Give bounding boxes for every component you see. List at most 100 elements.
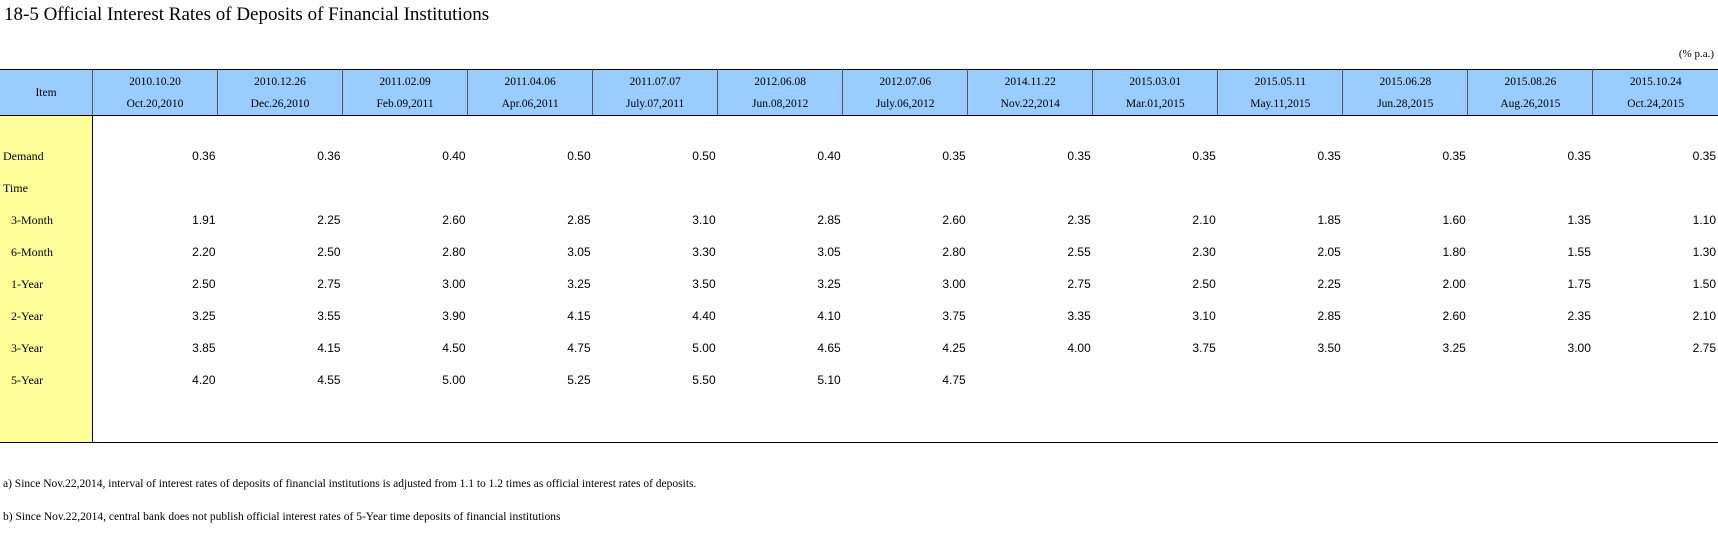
- column-date: Jun.28,2015: [1377, 97, 1434, 110]
- table-cell: 2.55: [1067, 245, 1091, 259]
- table-cell: 5.25: [567, 373, 591, 387]
- table-cell: 5.00: [692, 341, 716, 355]
- table-row: Demand 0.36 0.36 0.40 0.50 0.50 0.40 0.35 0.35 0.…: [0, 140, 1718, 172]
- table-cell: 2.75: [1067, 277, 1091, 291]
- table-cell: 2.05: [1317, 245, 1341, 259]
- unit-label: (% p.a.): [1678, 48, 1714, 60]
- table-cell: 4.15: [567, 309, 591, 323]
- table-cell: 2.20: [192, 245, 216, 259]
- spacer-row: [0, 396, 1718, 443]
- table-cell: 0.35: [1692, 149, 1716, 163]
- table-cell: 4.50: [442, 341, 466, 355]
- table-cell: 2.60: [1442, 309, 1466, 323]
- table-cell: 3.05: [817, 245, 841, 259]
- table-cell: [718, 172, 843, 204]
- table-cell: 3.55: [317, 309, 341, 323]
- table-cell: 1.35: [1567, 213, 1591, 227]
- table-cell: 3.10: [1192, 309, 1216, 323]
- table-cell: 5.10: [817, 373, 841, 387]
- row-label: 5-Year: [0, 364, 93, 396]
- table-cell: 5.50: [692, 373, 716, 387]
- table-cell: 2.00: [1442, 277, 1466, 291]
- table-cell: [1343, 364, 1468, 396]
- table-cell: 1.55: [1567, 245, 1591, 259]
- table-cell: 0.35: [1317, 149, 1341, 163]
- column-date: Dec.26,2010: [250, 97, 310, 110]
- table-cell: 0.35: [1067, 149, 1091, 163]
- header-row: Item 2010.10.20 Oct.20,2010 2010.12.26 Dec.…: [0, 69, 1718, 116]
- table-row: 6-Month 2.20 2.50 2.80 3.05 3.30 3.05 2.80 2.55 2…: [0, 236, 1718, 268]
- table-cell: 0.36: [192, 149, 216, 163]
- column-code: 2011.07.07: [629, 75, 681, 88]
- column-date: May.11,2015: [1250, 97, 1311, 110]
- table-cell: 2.25: [1317, 277, 1341, 291]
- table-cell: 3.00: [942, 277, 966, 291]
- table-cell: 2.85: [567, 213, 591, 227]
- table-cell: 4.65: [817, 341, 841, 355]
- table-cell: 4.55: [317, 373, 341, 387]
- table-cell: 0.50: [567, 149, 591, 163]
- column-date: July.07,2011: [626, 97, 685, 110]
- table-cell: 1.75: [1567, 277, 1591, 291]
- table-cell: 4.20: [192, 373, 216, 387]
- column-header: 2015.10.24 Oct.24,2015: [1592, 69, 1718, 116]
- column-header: 2015.03.01 Mar.01,2015: [1092, 69, 1219, 116]
- table-cell: 2.80: [942, 245, 966, 259]
- table-cell: [1093, 364, 1218, 396]
- table-cell: 3.75: [942, 309, 966, 323]
- column-code: 2015.06.28: [1379, 75, 1432, 88]
- table-cell: [218, 172, 343, 204]
- table-cell: 2.10: [1692, 309, 1716, 323]
- column-header: 2015.06.28 Jun.28,2015: [1342, 69, 1469, 116]
- table-cell: [468, 172, 593, 204]
- table-cell: 4.25: [942, 341, 966, 355]
- table-row: 3-Year 3.85 4.15 4.50 4.75 5.00 4.65 4.25 4.00 3.…: [0, 332, 1718, 364]
- column-date: July.06,2012: [875, 97, 935, 110]
- table-cell: [1218, 364, 1343, 396]
- spacer-row: [0, 115, 1718, 140]
- table-cell: [1468, 364, 1593, 396]
- table-cell: 3.35: [1067, 309, 1091, 323]
- row-label: Demand: [0, 140, 93, 172]
- table-cell: [1343, 172, 1468, 204]
- table-cell: [1593, 172, 1718, 204]
- table-cell: 1.50: [1692, 277, 1716, 291]
- table-cell: 4.75: [567, 341, 591, 355]
- column-code: 2015.10.24: [1629, 75, 1682, 88]
- column-date: Feb.09,2011: [376, 97, 434, 110]
- table-cell: 3.25: [192, 309, 216, 323]
- table-cell: 2.35: [1567, 309, 1591, 323]
- column-code: 2010.10.20: [129, 75, 181, 88]
- table-cell: 3.30: [692, 245, 716, 259]
- interest-rate-table: Item 2010.10.20 Oct.20,2010 2010.12.26 Dec.…: [0, 69, 1718, 443]
- column-code: 2012.07.06: [879, 75, 932, 88]
- table-cell: 1.60: [1442, 213, 1466, 227]
- column-code: 2015.05.11: [1254, 75, 1306, 88]
- column-header: 2012.07.06 July.06,2012: [842, 69, 969, 116]
- table-cell: 3.25: [567, 277, 591, 291]
- table-row: 2-Year 3.25 3.55 3.90 4.15 4.40 4.10 3.75 3.35 3.…: [0, 300, 1718, 332]
- table-cell: [1218, 172, 1343, 204]
- table-cell: 1.91: [192, 213, 216, 227]
- table-cell: 0.35: [1442, 149, 1466, 163]
- column-date: Aug.26,2015: [1500, 97, 1561, 110]
- column-date: Nov.22,2014: [1000, 97, 1060, 110]
- table-cell: 0.40: [817, 149, 841, 163]
- table-cell: 2.85: [1317, 309, 1341, 323]
- table-cell: 2.85: [817, 213, 841, 227]
- table-cell: [93, 172, 218, 204]
- table-cell: 4.00: [1067, 341, 1091, 355]
- column-header: 2015.05.11 May.11,2015: [1217, 69, 1344, 116]
- table-cell: 2.80: [442, 245, 466, 259]
- footnotes: a) Since Nov.22,2014, interval of intere…: [3, 476, 696, 542]
- table-cell: 1.85: [1317, 213, 1341, 227]
- table-cell: [843, 172, 968, 204]
- table-cell: 2.75: [1692, 341, 1716, 355]
- column-date: Apr.06,2011: [501, 97, 559, 110]
- column-code: 2014.11.22: [1004, 75, 1056, 88]
- table-cell: 3.00: [1567, 341, 1591, 355]
- table-cell: [968, 364, 1093, 396]
- table-cell: 2.50: [317, 245, 341, 259]
- table-cell: 2.60: [442, 213, 466, 227]
- table-row: 5-Year 4.20 4.55 5.00 5.25 5.50 5.10 4.75: [0, 364, 1718, 396]
